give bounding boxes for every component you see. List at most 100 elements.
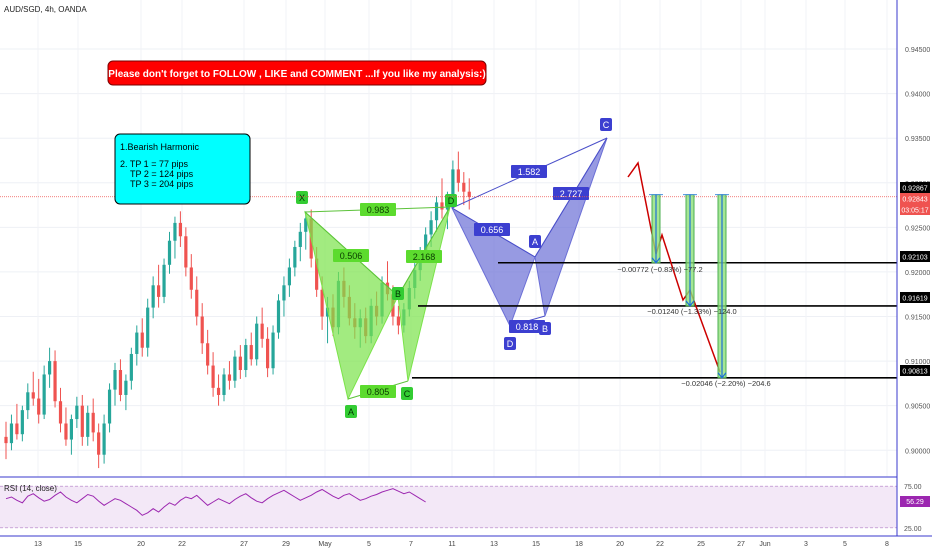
pattern-point-box xyxy=(504,337,516,350)
candle-body xyxy=(146,307,150,348)
pattern-point-label: D xyxy=(507,339,514,349)
candle-body xyxy=(151,285,155,308)
candle-body xyxy=(211,365,215,388)
rsi-pane: RSI (14, close) 75.00 25.00 56.29 xyxy=(0,484,930,533)
x-tick-label: 15 xyxy=(74,541,82,548)
candle-body xyxy=(107,389,112,424)
pattern-point-label: C xyxy=(404,389,411,399)
measure-label: −0.01240 (−1.33%) −124.0 xyxy=(647,307,736,316)
y-tick-label: 0.90500 xyxy=(905,404,930,411)
candle-body xyxy=(434,202,439,221)
blue-ratio-label: 2.727 xyxy=(560,189,583,199)
candle-body xyxy=(189,267,193,290)
note-title: 1.Bearish Harmonic xyxy=(120,142,200,152)
blue-ratio-label: 0.656 xyxy=(481,225,504,235)
y-tick-label: 0.91000 xyxy=(905,359,930,366)
blue-ratio-label-box xyxy=(474,223,510,236)
y-tick-label: 0.90000 xyxy=(905,448,930,455)
candle-body xyxy=(178,222,182,237)
note-line: TP 3 = 204 pips xyxy=(130,179,194,189)
candle-body xyxy=(287,267,291,286)
candle-body xyxy=(440,202,444,210)
candle-body xyxy=(37,398,41,415)
x-tick-label: 25 xyxy=(697,541,705,548)
x-tick-label: 15 xyxy=(532,541,540,548)
candle-body xyxy=(315,258,319,290)
candle-body xyxy=(140,332,144,348)
candle-body xyxy=(456,169,460,183)
measure-label: −0.00772 (−0.83%) −77.2 xyxy=(617,265,702,274)
price-marker-label: 0.92867 xyxy=(902,186,927,193)
candle-body xyxy=(467,191,471,198)
x-tick-label: 13 xyxy=(490,541,498,548)
candle-body xyxy=(162,264,166,297)
blue-ratio-label: 1.582 xyxy=(518,167,541,177)
candle-body xyxy=(293,246,297,268)
y-tick-label: 0.92000 xyxy=(905,270,930,277)
candle-body xyxy=(102,423,106,455)
blue-ratio-label-box xyxy=(509,320,545,333)
candle-body xyxy=(255,323,259,360)
candle-body xyxy=(113,370,117,390)
candle-body xyxy=(124,380,128,395)
pattern-point-label: D xyxy=(448,196,455,206)
symbol-label: AUD/SGD, 4h, OANDA xyxy=(4,5,87,14)
target-arrowhead xyxy=(651,257,661,264)
candle-body xyxy=(64,423,68,440)
candle-body xyxy=(206,343,210,366)
x-tick-label: 27 xyxy=(240,541,248,548)
green-ratio-label-box xyxy=(406,250,442,263)
y-tick-label: 0.92500 xyxy=(905,225,930,232)
pattern-green-xab xyxy=(304,210,399,401)
candle-body xyxy=(396,316,400,326)
harmonic-patterns: 0.983 0.506 2.168 0.805 1.582 0.656 2.727 0.818… xyxy=(296,118,612,418)
price-marker-label: 0.92103 xyxy=(902,255,927,262)
note-line: TP 2 = 124 pips xyxy=(130,169,194,179)
price-marker-box xyxy=(900,182,930,193)
pattern-point-label: A xyxy=(532,237,538,247)
candle-body xyxy=(244,345,248,371)
candle-body xyxy=(216,387,221,395)
x-tick-label: 11 xyxy=(448,541,455,548)
pattern-point-box xyxy=(296,191,308,204)
y-tick-label: 0.94500 xyxy=(905,47,930,54)
x-tick-label: 20 xyxy=(137,541,145,548)
candle-body xyxy=(80,405,84,437)
rsi-line xyxy=(5,488,426,516)
green-ratio-label: 0.805 xyxy=(367,387,390,397)
candle-body xyxy=(4,436,8,444)
note-box xyxy=(114,133,251,205)
banner-text: Please don't forget to FOLLOW , LIKE and… xyxy=(108,69,485,80)
candle-body xyxy=(266,338,270,369)
candle-body xyxy=(135,332,139,354)
note-line: 2. TP 1 = 77 pips xyxy=(120,159,188,169)
candle-body xyxy=(69,419,73,440)
green-ratio-label-box xyxy=(360,385,396,398)
candle-body xyxy=(424,234,428,255)
target-levels xyxy=(0,196,897,379)
pattern-point-box xyxy=(401,387,413,400)
x-tick-label: 27 xyxy=(737,541,745,548)
target-arrowhead xyxy=(685,300,695,307)
x-tick-label: 22 xyxy=(656,541,664,548)
rsi-tick-label: 75.00 xyxy=(904,484,922,491)
banner-box xyxy=(107,60,487,86)
candle-body xyxy=(167,240,172,265)
blue-ratio-label-box xyxy=(511,165,547,178)
pattern-point-box xyxy=(392,287,404,300)
price-marker-box xyxy=(900,193,930,204)
pattern-point-label: C xyxy=(603,120,610,130)
pattern-point-box xyxy=(600,118,612,131)
x-tick-label: 5 xyxy=(367,541,371,548)
pattern-point-label: X xyxy=(299,193,305,203)
y-tick-label: 0.91500 xyxy=(905,315,930,322)
price-marker-box xyxy=(900,292,930,303)
target-arrowhead xyxy=(717,372,727,379)
candle-body xyxy=(200,316,204,344)
x-tick-label: 20 xyxy=(616,541,624,548)
candle-body xyxy=(20,410,24,435)
x-tick-label: 8 xyxy=(885,541,889,548)
